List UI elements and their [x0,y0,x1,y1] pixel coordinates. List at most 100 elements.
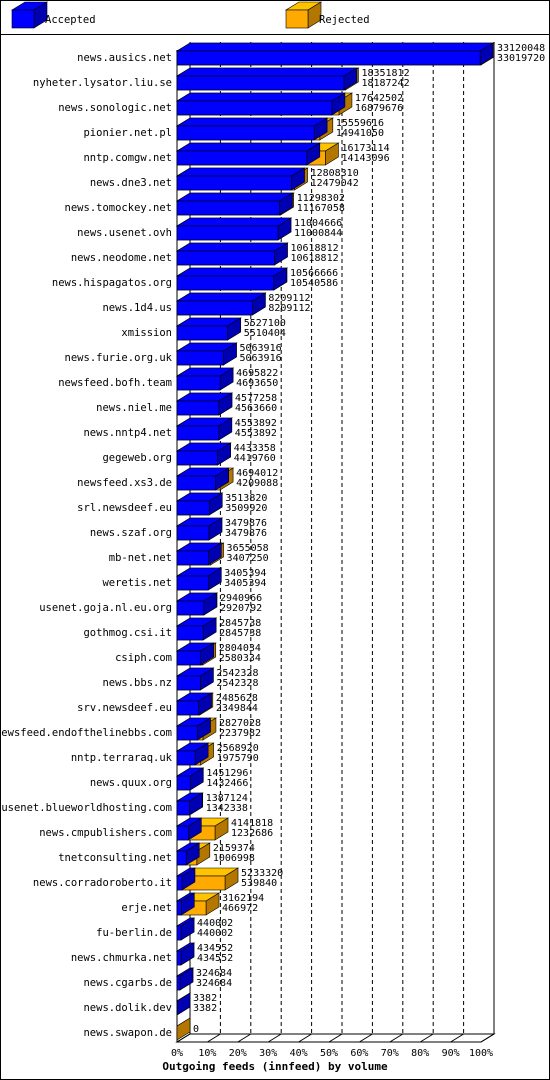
accepted-label: 14143096 [341,153,389,164]
category-label: fu-berlin.de [96,927,172,939]
total-label: 15559616 [336,118,384,129]
accepted-label: 1432466 [206,778,248,789]
accepted-label: 324684 [196,978,232,989]
total-label: 1451296 [206,768,248,779]
accepted-bar [176,175,292,191]
category-label: gothmog.csi.it [83,627,172,639]
accepted-bar [176,975,181,991]
accepted-label: 4693650 [236,378,278,389]
accepted-bar-top [175,267,288,277]
accepted-bar-top [175,142,321,152]
total-label: 4141818 [231,818,273,829]
x-tick-label: 80% [411,1048,429,1059]
accepted-bar [176,325,228,341]
accepted-bar [176,825,189,841]
accepted-label: 10618812 [290,253,338,264]
total-label: 4433358 [234,443,276,454]
category-label: news.sonologic.net [58,102,172,114]
x-tick-label: 10% [198,1048,216,1059]
tick-mark [389,1033,404,1043]
accepted-bar [176,200,280,216]
accepted-label: 11000844 [294,228,342,239]
tick-mark [328,1033,343,1043]
accepted-bar [176,425,220,441]
accepted-label: 3407250 [227,553,269,564]
accepted-label: 18187242 [361,78,409,89]
accepted-bar [176,575,209,591]
accepted-bar-top [175,117,329,127]
accepted-bar [176,250,275,266]
accepted-bar [176,925,182,941]
total-label: 3479876 [225,518,267,529]
total-label: 2159374 [213,843,255,854]
total-label: 3405394 [224,568,266,579]
accepted-bar [176,900,182,916]
total-label: 11298302 [297,193,345,204]
tick-mark [359,1033,373,1043]
category-label: news.ausics.net [77,52,172,64]
accepted-label: 11167058 [297,203,345,214]
category-label: news.furie.org.uk [65,352,173,364]
total-label: 3513820 [225,493,267,504]
category-label: news.usenet.ovh [77,227,172,239]
accepted-label: 3405394 [224,578,266,589]
accepted-bar-top [175,92,346,102]
legend-swatch [285,9,309,29]
category-label: weretis.net [102,577,172,589]
x-tick-label: 70% [381,1048,399,1059]
accepted-bar [176,675,201,691]
accepted-bar [176,775,191,791]
accepted-label: 3509920 [225,503,267,514]
x-tick-label: 60% [350,1048,368,1059]
total-label: 4694012 [236,468,278,479]
category-label: usenet.blueworldhosting.com [1,802,172,814]
total-label: 5063916 [239,343,281,354]
category-label: newsfeed.bofh.team [58,377,172,389]
accepted-bar [176,375,221,391]
x-tick-label: 40% [290,1048,308,1059]
category-label: xmission [121,327,172,339]
accepted-label: 1006998 [213,853,255,864]
accepted-label: 2580334 [219,653,261,664]
x-tick-label: 0% [171,1048,183,1059]
accepted-bar [176,225,279,241]
accepted-label: 1975790 [217,753,259,764]
category-label: pionier.net.pl [83,127,172,139]
total-label: 2568920 [217,743,259,754]
accepted-label: 2542328 [216,678,258,689]
total-label: 5233320 [241,868,283,879]
category-label: news.szaf.org [90,527,172,539]
accepted-bar [176,875,183,891]
category-label: news.corradoroberto.it [33,877,172,889]
category-label: erje.net [121,902,172,914]
accepted-bar-top [175,217,293,227]
total-label: 3655058 [227,543,269,554]
total-label: 4577258 [235,393,277,404]
category-label: news.bbs.nz [102,677,172,689]
total-label: 16173114 [341,143,389,154]
tick-mark [419,1033,434,1043]
category-label: nntp.terraraq.uk [71,752,173,764]
total-label: 33120048 [497,43,545,54]
category-label: gegeweb.org [102,452,172,464]
accepted-bar [176,800,190,816]
total-label: 4695822 [236,368,278,379]
category-label: news.quux.org [90,777,172,789]
accepted-label: 5063916 [239,353,281,364]
category-label: usenet.goja.nl.eu.org [39,602,172,614]
accepted-label: 440002 [197,928,233,939]
accepted-bar [176,50,481,66]
accepted-label: 8209112 [268,303,310,314]
accepted-bar-top [175,167,306,177]
total-label: 2827028 [219,718,261,729]
accepted-label: 466972 [222,903,258,914]
category-label: news.1d4.us [102,302,172,314]
accepted-bar [176,600,205,616]
x-tick-label: 20% [229,1048,247,1059]
total-label: 17642502 [355,93,403,104]
total-label: 11004666 [294,218,342,229]
accepted-bar [176,100,333,116]
total-label: 2940966 [220,593,262,604]
total-label: 10566666 [290,268,338,279]
category-label: news.cgarbs.de [83,977,172,989]
